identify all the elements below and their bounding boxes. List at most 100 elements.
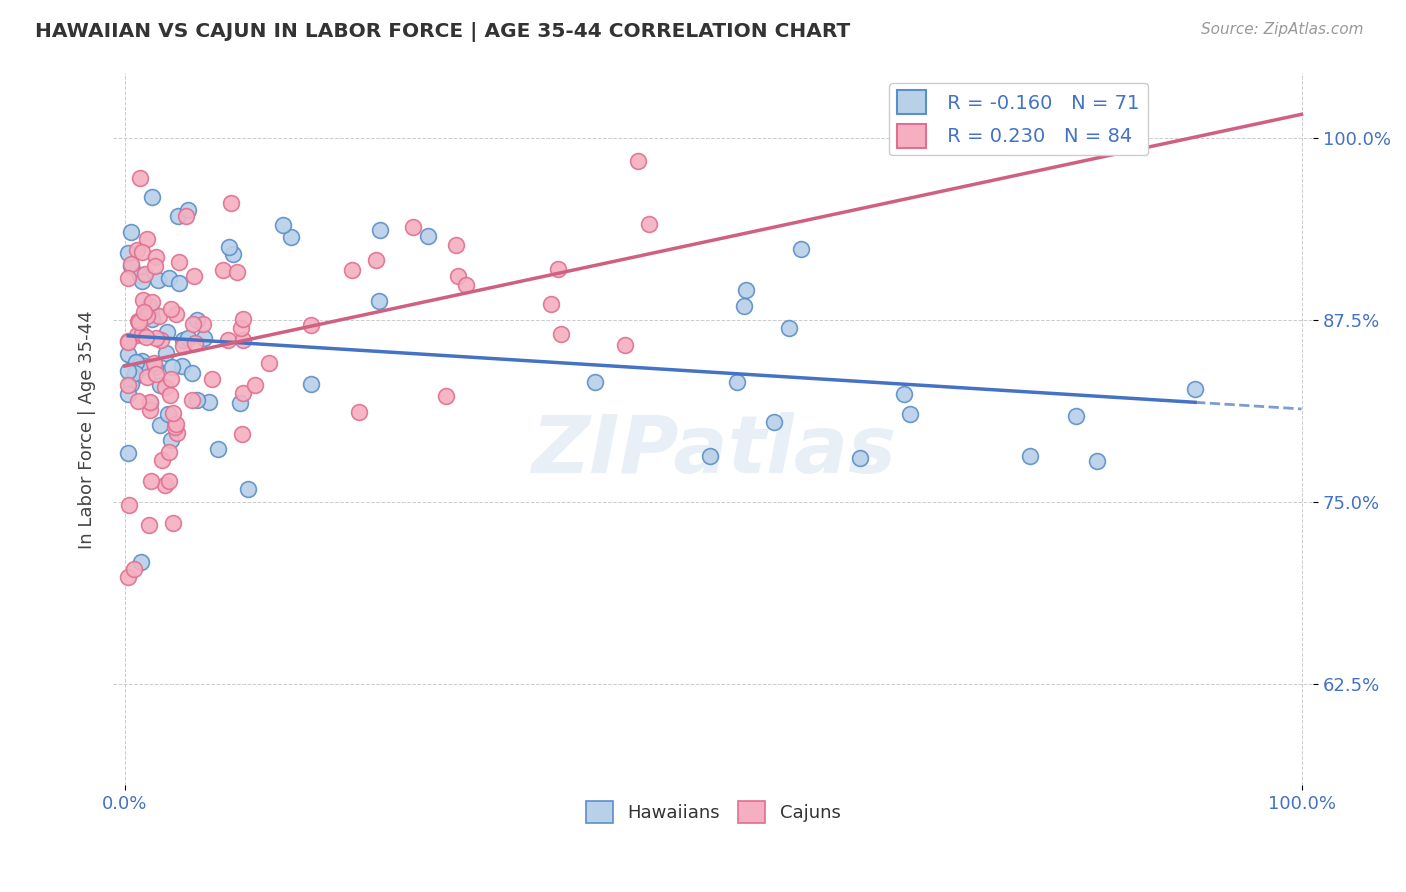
Point [117, 334, 139, 348]
Point [299, 318, 322, 332]
Point [135, 232, 157, 246]
Point [366, 253, 388, 268]
Point [163, 420, 186, 434]
Point [118, 498, 141, 512]
Point [127, 314, 149, 328]
Point [583, 376, 606, 390]
Point [159, 371, 181, 385]
Text: HAWAIIAN VS CAJUN IN LABOR FORCE | AGE 35-44 CORRELATION CHART: HAWAIIAN VS CAJUN IN LABOR FORCE | AGE 3… [35, 22, 851, 42]
Point [117, 246, 139, 260]
Point [145, 331, 167, 345]
Point [167, 276, 190, 290]
Point [157, 474, 180, 488]
Point [159, 388, 181, 402]
Point [219, 196, 242, 211]
Point [231, 427, 253, 442]
Point [170, 359, 193, 373]
Point [141, 294, 163, 309]
Point [117, 446, 139, 460]
Point [131, 274, 153, 288]
Point [150, 334, 173, 348]
Point [131, 353, 153, 368]
Point [778, 321, 800, 335]
Point [139, 396, 162, 410]
Point [148, 309, 170, 323]
Point [117, 387, 139, 401]
Point [162, 516, 184, 530]
Point [165, 306, 187, 320]
Y-axis label: In Labor Force | Age 35-44: In Labor Force | Age 35-44 [79, 310, 96, 549]
Point [232, 312, 254, 326]
Point [160, 301, 183, 316]
Point [134, 359, 156, 373]
Point [177, 202, 200, 217]
Point [172, 339, 194, 353]
Point [181, 317, 204, 331]
Point [434, 389, 457, 403]
Point [125, 328, 148, 343]
Point [138, 299, 160, 313]
Text: Source: ZipAtlas.com: Source: ZipAtlas.com [1201, 22, 1364, 37]
Point [181, 393, 204, 408]
Point [120, 225, 142, 239]
Point [191, 318, 214, 332]
Point [143, 259, 166, 273]
Point [146, 273, 169, 287]
Point [550, 327, 572, 342]
Point [129, 170, 152, 185]
Point [117, 364, 139, 378]
Point [540, 297, 562, 311]
Point [900, 407, 922, 421]
Point [129, 555, 152, 569]
Point [145, 368, 167, 382]
Point [162, 406, 184, 420]
Point [232, 385, 254, 400]
Point [153, 379, 176, 393]
Point [135, 308, 157, 322]
Point [134, 305, 156, 319]
Point [141, 303, 163, 318]
Point [733, 299, 755, 313]
Point [207, 442, 229, 456]
Point [193, 331, 215, 345]
Point [271, 218, 294, 232]
Point [222, 247, 245, 261]
Point [229, 320, 252, 334]
Point [128, 315, 150, 329]
Point [368, 222, 391, 236]
Point [139, 474, 162, 488]
Point [547, 261, 569, 276]
Point [638, 217, 661, 231]
Point [176, 331, 198, 345]
Point [117, 378, 139, 392]
Point [416, 228, 439, 243]
Point [162, 360, 184, 375]
Point [120, 376, 142, 391]
Point [159, 444, 181, 458]
Point [218, 240, 240, 254]
Point [117, 335, 139, 350]
Point [238, 482, 260, 496]
Point [136, 309, 159, 323]
Point [699, 449, 721, 463]
Point [167, 254, 190, 268]
Point [1085, 454, 1108, 468]
Point [198, 395, 221, 409]
Point [1064, 409, 1087, 423]
Point [138, 518, 160, 533]
Point [124, 359, 146, 373]
Point [447, 268, 470, 283]
Point [132, 293, 155, 308]
Point [165, 417, 187, 432]
Point [142, 356, 165, 370]
Point [167, 209, 190, 223]
Point [139, 403, 162, 417]
Point [135, 330, 157, 344]
Point [120, 257, 142, 271]
Point [446, 238, 468, 252]
Point [157, 407, 180, 421]
Point [217, 333, 239, 347]
Point [143, 360, 166, 375]
Point [124, 366, 146, 380]
Point [166, 426, 188, 441]
